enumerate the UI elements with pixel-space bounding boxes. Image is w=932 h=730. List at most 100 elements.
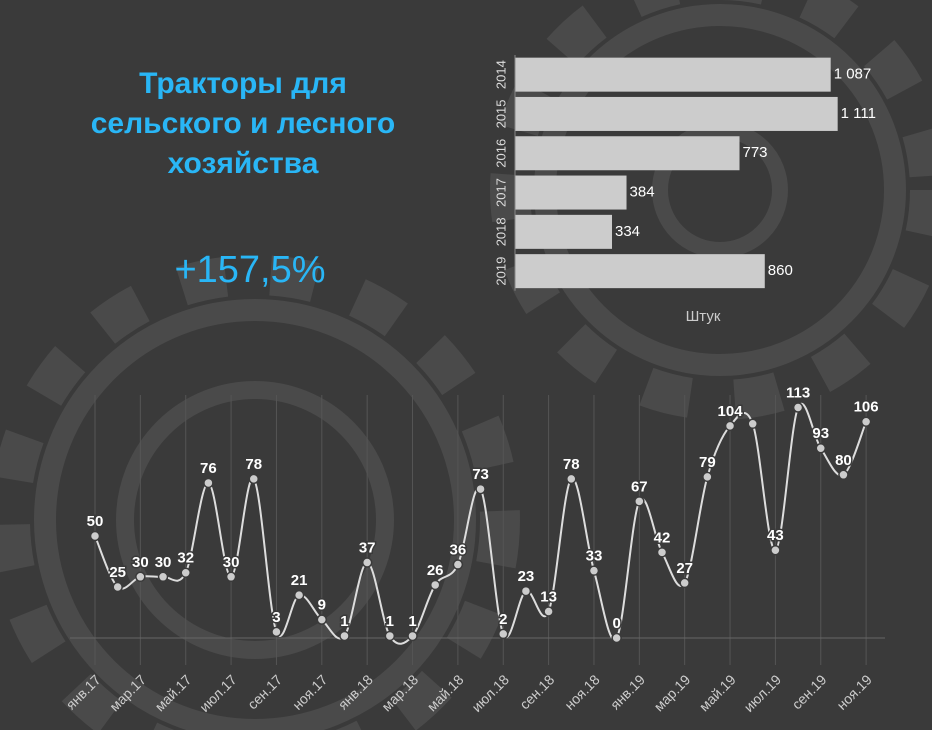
- point: [407, 630, 418, 642]
- y-tick-label: 2016: [493, 139, 508, 168]
- x-tick-label: июл.19: [741, 671, 785, 715]
- value-label: 37: [359, 539, 376, 556]
- y-tick-label: 2018: [493, 217, 508, 246]
- value-label: 32: [177, 550, 194, 567]
- value-label: 73: [472, 466, 489, 483]
- value-label: 21: [291, 572, 308, 589]
- value-label: 79: [699, 454, 716, 471]
- point: [180, 567, 191, 578]
- value-label: 23: [518, 568, 535, 585]
- point: [724, 420, 736, 432]
- point: [838, 469, 849, 481]
- y-tick-label: 2017: [493, 178, 508, 207]
- y-tick-label: 2015: [493, 99, 508, 128]
- bar: [515, 175, 627, 210]
- point: [770, 545, 781, 556]
- point: [293, 589, 305, 601]
- value-label: 2: [499, 611, 507, 628]
- value-label: 43: [767, 527, 784, 544]
- point: [89, 530, 101, 542]
- point: [248, 473, 260, 485]
- value-label: 26: [427, 562, 444, 579]
- value-label: 0: [612, 615, 620, 632]
- bar: [515, 254, 765, 289]
- x-tick-label: сен.19: [788, 671, 829, 712]
- point: [384, 630, 396, 642]
- value-label: 93: [812, 425, 829, 442]
- value-label: 13: [540, 588, 557, 605]
- value-label: 9: [318, 597, 326, 614]
- point: [429, 579, 441, 591]
- value-label: 1 087: [834, 66, 872, 83]
- y-tick-label: 2014: [493, 60, 508, 89]
- point: [475, 483, 486, 495]
- value-label: 384: [630, 184, 655, 201]
- value-label: 860: [768, 262, 793, 279]
- value-label: 1 111: [841, 105, 876, 122]
- value-label: 1: [386, 613, 394, 630]
- value-label: 42: [654, 529, 671, 546]
- point: [135, 571, 146, 583]
- point: [316, 614, 328, 625]
- bar: [515, 96, 838, 131]
- value-label: 113: [786, 384, 810, 401]
- value-label: 1: [408, 613, 416, 630]
- point: [203, 477, 214, 489]
- value-label: 773: [743, 144, 768, 161]
- value-label: 1: [340, 613, 348, 630]
- point: [702, 471, 713, 483]
- value-label: 50: [87, 513, 104, 530]
- value-label: 30: [132, 554, 149, 571]
- point: [271, 626, 282, 638]
- point: [588, 565, 600, 576]
- value-label: 36: [450, 542, 467, 559]
- point: [566, 473, 577, 485]
- point: [225, 571, 237, 583]
- x-tick-label: май.19: [696, 671, 739, 714]
- value-label: 30: [223, 554, 240, 571]
- point: [157, 571, 169, 583]
- point: [679, 577, 690, 589]
- x-tick-label: мар.19: [651, 671, 694, 714]
- bar: [515, 136, 740, 171]
- point: [112, 581, 123, 593]
- point: [543, 606, 554, 617]
- x-tick-label: июл.17: [196, 671, 240, 715]
- title-line: хозяйства: [168, 147, 319, 180]
- value-label: 78: [563, 456, 580, 473]
- point: [747, 418, 758, 430]
- y-tick-label: 2019: [493, 257, 508, 286]
- value-label: 33: [586, 548, 603, 565]
- value-label: 30: [155, 554, 172, 571]
- x-tick-label: сен.17: [244, 671, 285, 712]
- highlight: +157,5%: [174, 249, 325, 291]
- point: [611, 632, 622, 644]
- value-label: 27: [676, 560, 693, 577]
- point: [792, 402, 804, 413]
- point: [339, 630, 350, 642]
- title-line: сельского и лесного: [91, 107, 396, 140]
- value-label: 106: [854, 399, 879, 416]
- x-axis-label: Штук: [686, 308, 721, 325]
- value-label: 104: [718, 403, 744, 420]
- value-label: 76: [200, 460, 217, 477]
- x-tick-label: сен.18: [516, 671, 557, 712]
- x-tick-label: ноя.18: [561, 671, 603, 713]
- value-label: 334: [615, 223, 640, 240]
- point: [452, 559, 464, 570]
- bar: [515, 214, 613, 249]
- value-label: 67: [631, 478, 648, 495]
- value-label: 80: [835, 452, 852, 469]
- title-line: Тракторы для: [139, 67, 347, 100]
- point: [860, 416, 872, 428]
- point: [361, 557, 373, 568]
- point: [656, 547, 668, 558]
- x-tick-label: янв.19: [607, 671, 648, 712]
- point: [520, 585, 532, 597]
- value-label: 78: [245, 456, 262, 473]
- point: [815, 443, 827, 454]
- bar: [515, 57, 831, 92]
- value-label: 25: [109, 564, 126, 581]
- value-label: 3: [272, 609, 280, 626]
